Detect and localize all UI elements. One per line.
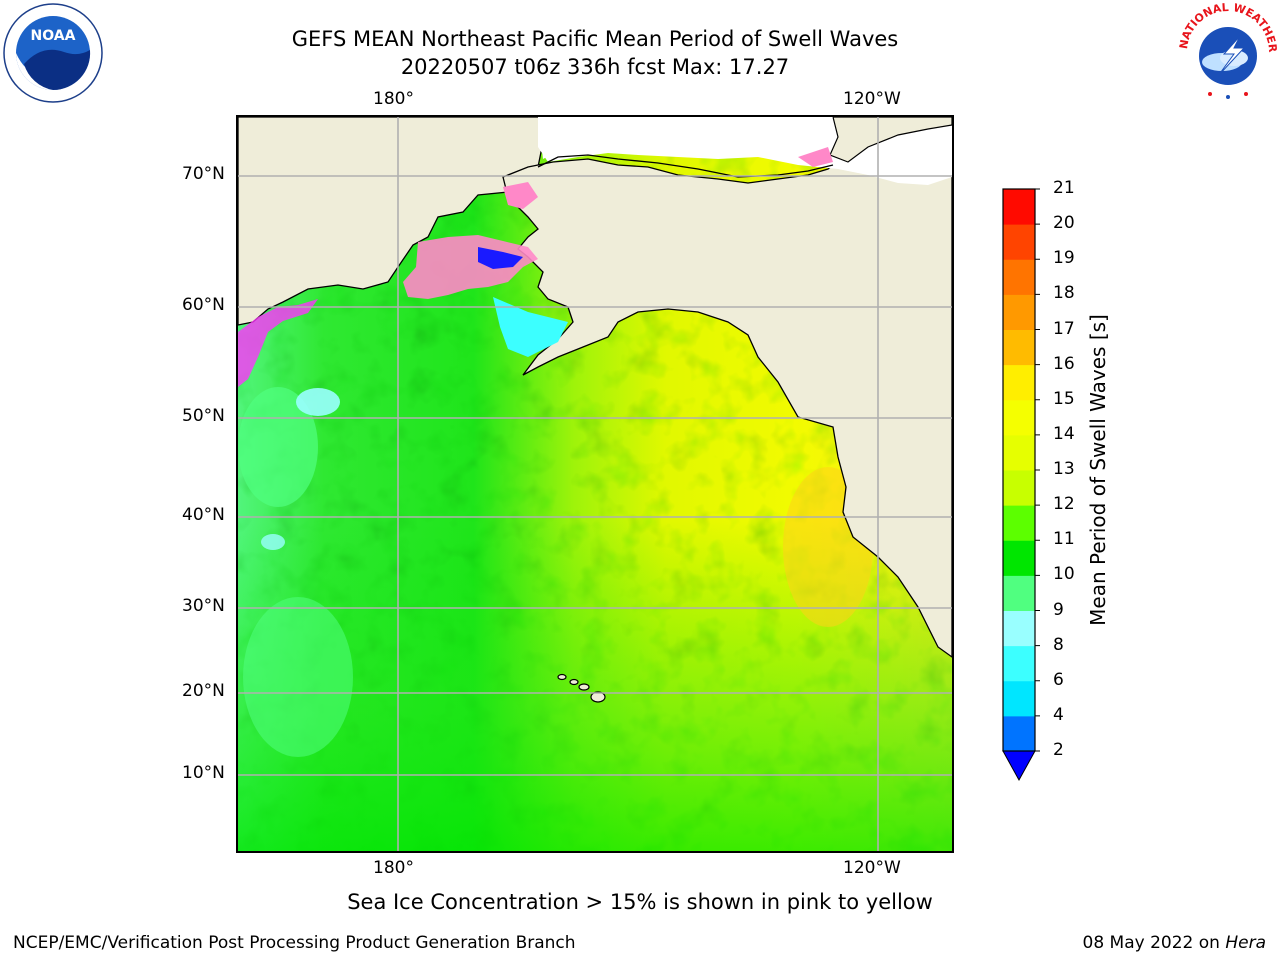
credit-date: 08 May 2022 on [1082,933,1226,953]
sea-ice-footnote: Sea Ice Concentration > 15% is shown in … [347,890,933,914]
colorbar-tick-label: 8 [1053,634,1064,655]
colorbar-tick-label: 2 [1053,740,1064,760]
colorbar-segment [1003,470,1035,506]
lat-label-40n: 40°N [182,505,225,525]
graticule [238,117,952,851]
colorbar-tick-label: 6 [1053,669,1064,690]
credit-host: Hera [1225,933,1266,953]
lat-label-60n: 60°N [182,295,225,315]
arctic-coastline [537,154,834,178]
colorbar [1002,188,1040,782]
chart-title: GEFS MEAN Northeast Pacific Mean Period … [291,27,899,51]
swell-patch-bristol-bay [493,297,568,357]
map-canvas [238,117,952,851]
credit-right: 08 May 2022 on Hera [1083,933,1267,953]
credit-left: NCEP/EMC/Verification Post Processing Pr… [13,933,576,953]
sea-ice-deep-blue [478,247,523,269]
swell-patch-southwest [243,597,353,757]
noaa-logo-text: NOAA [31,28,76,44]
land-north-america [502,134,952,658]
lat-label-20n: 20°N [182,681,225,701]
swell-patch-west [238,387,318,507]
colorbar-segment [1003,364,1035,401]
chart-subtitle: 20220507 t06z 336h fcst Max: 17.27 [400,55,790,79]
colorbar-tick-label: 21 [1053,178,1075,198]
colorbar-segment [1003,645,1035,682]
colorbar-segment [1003,575,1035,611]
colorbar-label: Mean Period of Swell Waves [s] [1086,314,1110,626]
colorbar-tick-label: 13 [1053,459,1075,479]
land-arctic-islands [829,117,952,163]
colorbar-tick-label: 12 [1053,494,1075,515]
sea-ice-chukchi [503,182,538,209]
swell-patch-cyan-small [261,534,285,550]
colorbar-segments [1003,189,1035,752]
sea-ice-aleutian [238,299,318,387]
sea-ice-beaufort [798,147,833,167]
lat-label-70n: 70°N [182,164,225,184]
colorbar-tick-label: 20 [1053,213,1075,234]
colorbar-under-arrow [1002,750,1036,782]
colorbar-segment [1003,259,1035,295]
colorbar-tick-label: 11 [1053,529,1075,550]
map-panel[interactable] [236,115,954,853]
colorbar-segment [1003,434,1035,471]
colorbar-tick-label: 16 [1053,353,1075,374]
colorbar-segment [1003,680,1035,717]
colorbar-segment [1003,224,1035,260]
colorbar-segment [1003,540,1035,576]
swell-patch-cyan [296,388,340,416]
top-lon-label-120w: 120°W [843,89,901,109]
nws-logo: NATIONAL WEATHER SERVICE [1178,2,1278,100]
arctic-water-top [538,117,833,159]
noaa-logo: NOAA [3,3,103,103]
colorbar-tick-label: 17 [1053,318,1075,339]
colorbar-segment [1003,715,1035,752]
lat-label-50n: 50°N [182,406,225,426]
colorbar-tick-marks [1035,188,1040,752]
colorbar-segment [1003,505,1035,541]
colorbar-tick-label: 9 [1053,599,1064,620]
colorbar-tick-label: 18 [1053,283,1075,304]
colorbar-segment [1003,189,1035,225]
lat-label-30n: 30°N [182,596,225,616]
colorbar-segment [1003,294,1035,330]
colorbar-segment [1003,399,1035,436]
land-hawaii [557,673,606,703]
colorbar-tick-label: 4 [1053,704,1064,725]
sea-ice-bering [403,235,538,299]
colorbar-tick-label: 19 [1053,248,1075,269]
colorbar-tick-label: 15 [1053,388,1075,409]
colorbar-segment [1003,329,1035,366]
top-lon-label-180: 180° [373,89,414,109]
colorbar-tick-label: 14 [1053,423,1075,444]
colorbar-segment [1003,610,1035,647]
colorbar-tick-label: 10 [1053,564,1075,585]
bottom-lon-label-180: 180° [373,858,414,878]
bottom-lon-label-120w: 120°W [843,858,901,878]
lat-label-10n: 10°N [182,763,225,783]
